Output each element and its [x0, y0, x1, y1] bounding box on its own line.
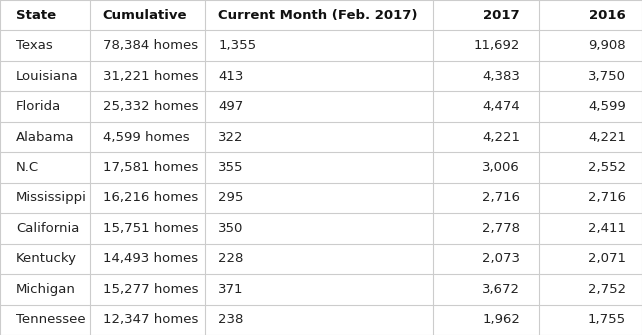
- Text: Mississippi: Mississippi: [16, 192, 87, 204]
- Text: Tennessee: Tennessee: [16, 313, 85, 326]
- Text: 2,752: 2,752: [588, 283, 626, 296]
- Text: 17,581 homes: 17,581 homes: [103, 161, 198, 174]
- Text: 2017: 2017: [483, 9, 520, 22]
- Text: 4,221: 4,221: [482, 131, 520, 143]
- Text: 1,355: 1,355: [218, 39, 256, 52]
- Text: 11,692: 11,692: [474, 39, 520, 52]
- Text: 2,071: 2,071: [588, 252, 626, 265]
- Text: 2,716: 2,716: [588, 192, 626, 204]
- Text: 295: 295: [218, 192, 244, 204]
- Text: 2,411: 2,411: [588, 222, 626, 235]
- Text: 25,332 homes: 25,332 homes: [103, 100, 198, 113]
- Text: 4,599 homes: 4,599 homes: [103, 131, 189, 143]
- Text: 3,750: 3,750: [588, 70, 626, 83]
- Text: 15,751 homes: 15,751 homes: [103, 222, 198, 235]
- Text: 4,599: 4,599: [588, 100, 626, 113]
- Text: 371: 371: [218, 283, 244, 296]
- Text: Florida: Florida: [16, 100, 61, 113]
- Text: Alabama: Alabama: [16, 131, 74, 143]
- Text: 497: 497: [218, 100, 243, 113]
- Text: California: California: [16, 222, 80, 235]
- Text: 9,908: 9,908: [588, 39, 626, 52]
- Text: 238: 238: [218, 313, 244, 326]
- Text: 2,716: 2,716: [482, 192, 520, 204]
- Text: 4,221: 4,221: [588, 131, 626, 143]
- Text: 2016: 2016: [589, 9, 626, 22]
- Text: N.C: N.C: [16, 161, 39, 174]
- Text: 31,221 homes: 31,221 homes: [103, 70, 198, 83]
- Text: 12,347 homes: 12,347 homes: [103, 313, 198, 326]
- Text: Cumulative: Cumulative: [103, 9, 187, 22]
- Text: 350: 350: [218, 222, 244, 235]
- Text: 228: 228: [218, 252, 244, 265]
- Text: Louisiana: Louisiana: [16, 70, 79, 83]
- Text: 15,277 homes: 15,277 homes: [103, 283, 198, 296]
- Text: 1,962: 1,962: [482, 313, 520, 326]
- Text: 14,493 homes: 14,493 homes: [103, 252, 198, 265]
- Text: 1,755: 1,755: [588, 313, 626, 326]
- Text: State: State: [16, 9, 56, 22]
- Text: 322: 322: [218, 131, 244, 143]
- Text: 4,474: 4,474: [482, 100, 520, 113]
- Text: Kentucky: Kentucky: [16, 252, 77, 265]
- Text: 3,672: 3,672: [482, 283, 520, 296]
- Text: 355: 355: [218, 161, 244, 174]
- Text: Michigan: Michigan: [16, 283, 76, 296]
- Text: 3,006: 3,006: [482, 161, 520, 174]
- Text: 413: 413: [218, 70, 244, 83]
- Text: 16,216 homes: 16,216 homes: [103, 192, 198, 204]
- Text: 2,778: 2,778: [482, 222, 520, 235]
- Text: 2,552: 2,552: [588, 161, 626, 174]
- Text: Texas: Texas: [16, 39, 53, 52]
- Text: 4,383: 4,383: [482, 70, 520, 83]
- Text: Current Month (Feb. 2017): Current Month (Feb. 2017): [218, 9, 418, 22]
- Text: 78,384 homes: 78,384 homes: [103, 39, 198, 52]
- Text: 2,073: 2,073: [482, 252, 520, 265]
